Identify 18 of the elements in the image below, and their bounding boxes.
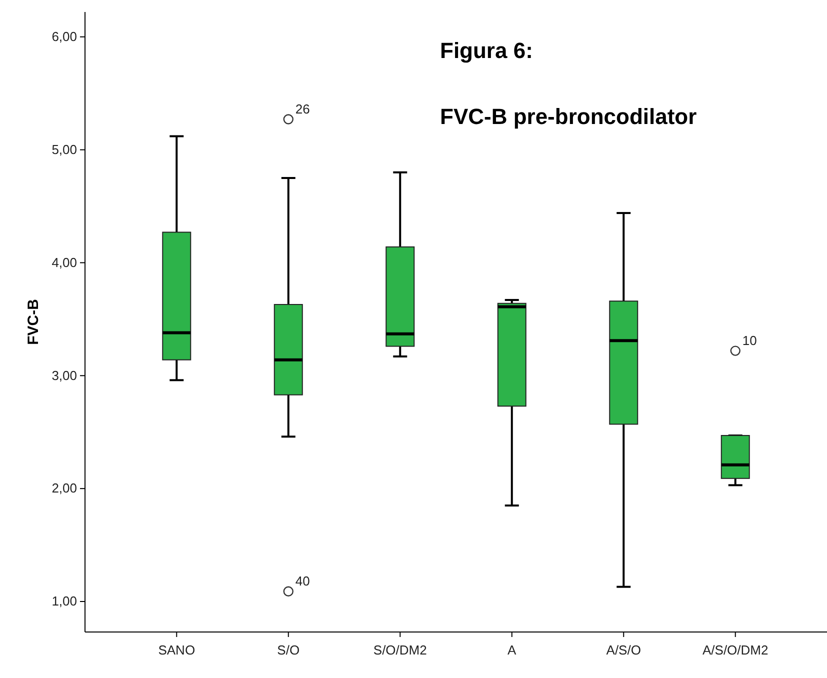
annotation: 40 <box>295 573 310 588</box>
y-tick-label: 3,00 <box>52 368 77 383</box>
x-tick-label: A <box>508 642 517 658</box>
x-tick-label: A/S/O <box>606 642 641 658</box>
y-tick-label: 5,00 <box>52 142 77 157</box>
annotation: 10 <box>742 332 757 348</box>
y-tick-label: 2,00 <box>52 480 77 496</box>
y-tick-label: 1,00 <box>52 594 77 609</box>
annotation: 26 <box>295 101 310 116</box>
y-tick-label: 4,00 <box>52 254 77 270</box>
x-tick-label: S/O <box>277 642 300 658</box>
y-tick-label: 6,00 <box>52 29 77 44</box>
x-tick-label: S/O/DM2 <box>373 642 427 658</box>
text: Figura 6: <box>440 38 533 63</box>
x-tick-label: SANO <box>158 642 196 658</box>
text: FVC-B pre-broncodilator <box>440 104 698 129</box>
y-axis-title: FVC-B <box>25 298 42 345</box>
x-tick-label: A/S/O/DM2 <box>702 642 768 658</box>
